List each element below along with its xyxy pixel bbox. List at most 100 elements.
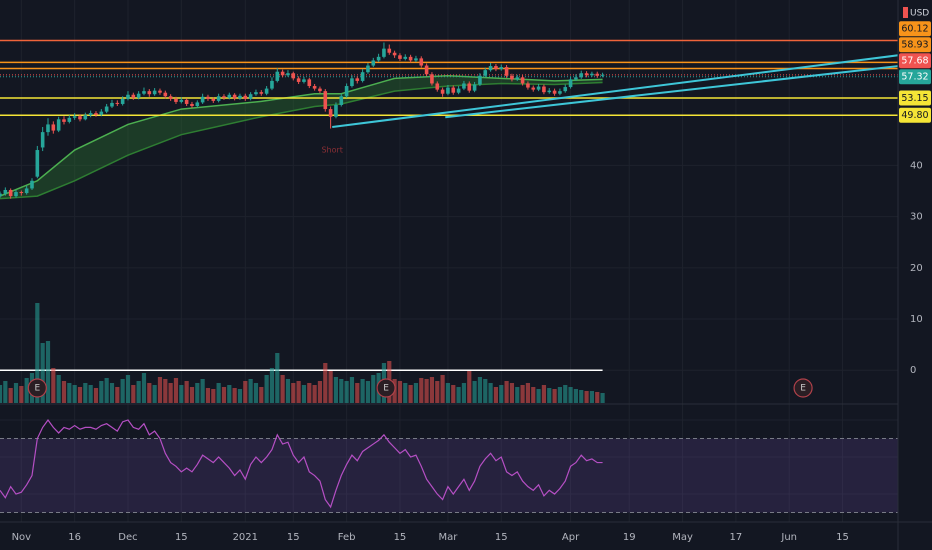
volume-bar [419, 378, 424, 403]
volume-bar [440, 375, 445, 403]
moving-average [0, 81, 603, 200]
price-label: 57.68 [901, 56, 928, 67]
candle-body [270, 80, 274, 89]
candle-body [184, 99, 189, 104]
volume-bar [264, 375, 269, 403]
y-tick-label: 0 [910, 365, 916, 376]
volume-bar [301, 385, 307, 403]
price-label-box [899, 107, 931, 123]
candle-body [392, 52, 397, 56]
price-label: 49.80 [901, 110, 928, 121]
candle-body [552, 90, 557, 94]
candle-body [3, 189, 8, 194]
volume-bar [531, 387, 536, 403]
candle-body [595, 73, 600, 76]
candle-body [366, 65, 370, 73]
candle-body [440, 89, 445, 94]
volume-bar [307, 383, 312, 403]
candle-body [158, 90, 162, 93]
candle-body [94, 113, 98, 115]
volume-bar [493, 387, 499, 403]
volume-bar [72, 385, 77, 403]
volume-bar [269, 368, 275, 403]
volume-bar [125, 375, 131, 403]
volume-bar [504, 381, 509, 403]
volume-bar [19, 386, 24, 403]
volume-bar [51, 368, 56, 403]
volume-bar [536, 389, 541, 403]
volume-bar [317, 381, 323, 403]
volume-bar [365, 381, 371, 403]
volume-bar [456, 387, 461, 403]
price-label-box [899, 37, 931, 53]
moving-average [0, 75, 603, 197]
candle-body [40, 132, 45, 148]
annotation: Short [321, 146, 342, 155]
volume-bar [211, 389, 216, 403]
rsi-band [0, 438, 898, 513]
x-tick-label: 15 [836, 532, 849, 543]
candle-body [46, 124, 50, 133]
volume-bar [312, 385, 317, 403]
y-tick-label: 20 [910, 263, 923, 274]
volume-bar [483, 379, 488, 403]
candle-body [542, 86, 546, 93]
volume-bar [253, 383, 259, 403]
volume-bar [168, 383, 173, 403]
candle-body [168, 96, 173, 99]
volume-bar [349, 377, 355, 403]
volume-bar [109, 383, 115, 403]
volume-bar [573, 389, 579, 403]
candle-body [483, 70, 488, 76]
volume-bar [157, 377, 163, 403]
candle-body [99, 111, 104, 115]
volume-bar [328, 371, 333, 403]
volume-bar [189, 387, 195, 403]
candle-body [147, 91, 152, 95]
candle-body [24, 188, 29, 194]
candle-body [190, 103, 194, 106]
candle-body [56, 119, 61, 131]
candle-body [8, 189, 13, 197]
volume-bar [600, 393, 605, 403]
candle-body [584, 73, 589, 76]
volume-bar [541, 385, 547, 403]
candle-body [222, 96, 226, 98]
volume-bar [467, 371, 472, 403]
volume-bar [77, 387, 83, 403]
candle-body [419, 58, 424, 66]
candle-body [414, 58, 418, 61]
volume-bar [115, 387, 120, 403]
candle-body [200, 96, 205, 103]
earnings-label: E [383, 384, 389, 394]
candle-body [259, 92, 264, 94]
candle-body [19, 192, 24, 194]
volume-bar [56, 375, 61, 403]
candle-body [312, 86, 317, 89]
volume-bar [461, 383, 467, 403]
x-tick-label: Feb [338, 532, 356, 543]
volume-bar [8, 388, 13, 403]
candle-body [83, 115, 88, 120]
volume-bar [83, 383, 88, 403]
candle-body [339, 96, 344, 105]
price-label: 57.32 [901, 72, 928, 83]
volume-bar [120, 379, 125, 403]
volume-bar [216, 383, 221, 403]
candle-body [179, 99, 184, 102]
candle-body [435, 83, 440, 90]
rsi-line [0, 418, 603, 509]
candle-body [520, 77, 525, 84]
candle-body [344, 86, 349, 97]
currency-flag [903, 7, 908, 18]
candle-body [382, 48, 386, 57]
price-label-box [899, 21, 931, 37]
candle-body [323, 91, 328, 110]
candle-body [67, 117, 72, 122]
volume-bar [360, 379, 365, 403]
candle-body [14, 192, 18, 197]
candle-body [456, 88, 461, 93]
x-tick-label: 16 [68, 532, 81, 543]
volume-bar [136, 381, 141, 403]
